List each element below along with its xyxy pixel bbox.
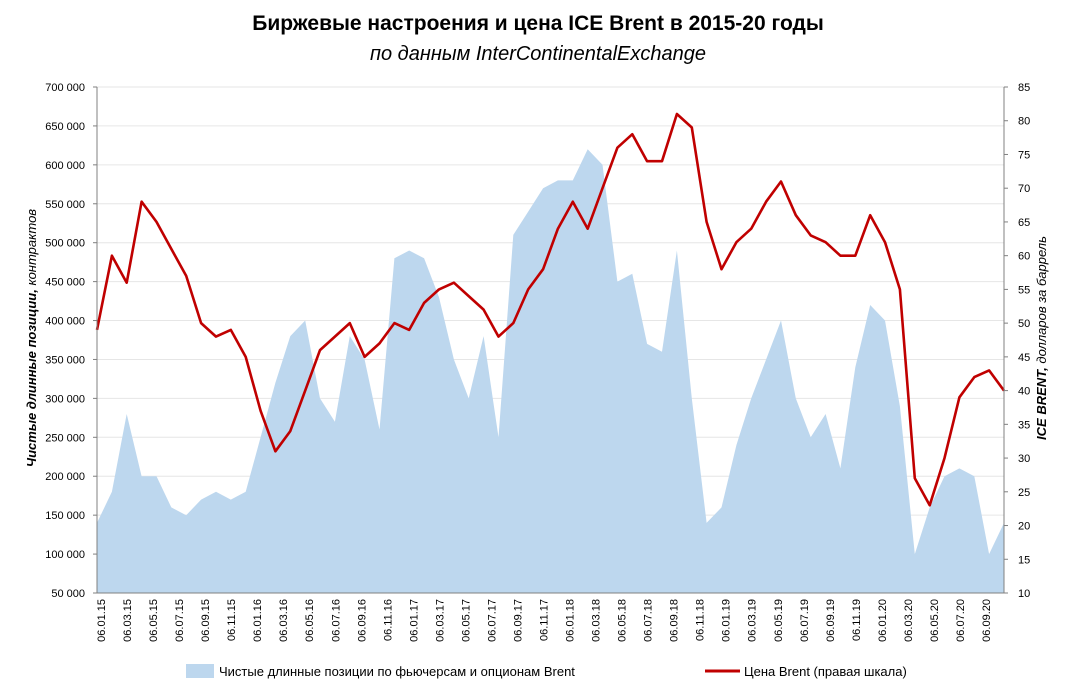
left-y-tick-label: 350 000 <box>45 354 85 366</box>
right-y-tick-label: 65 <box>1018 217 1030 229</box>
x-tick-label: 06.07.17 <box>486 599 498 642</box>
x-tick-label: 06.01.15 <box>96 599 108 642</box>
left-y-tick-label: 600 000 <box>45 160 85 172</box>
x-tick-label: 06.11.16 <box>382 599 394 641</box>
x-tick-label: 06.03.20 <box>903 599 915 642</box>
x-tick-label: 06.03.19 <box>747 599 759 642</box>
x-tick-label: 06.07.20 <box>955 599 967 642</box>
x-tick-label: 06.01.16 <box>252 599 264 642</box>
x-tick-label: 06.11.15 <box>226 599 238 641</box>
x-tick-label: 06.05.20 <box>929 599 941 642</box>
brent-price-line <box>95 112 1006 507</box>
right-y-tick-label: 10 <box>1018 588 1030 600</box>
right-y-tick-label: 20 <box>1018 521 1030 533</box>
right-y-tick-label: 70 <box>1018 183 1030 195</box>
right-y-tick-label: 35 <box>1018 419 1030 431</box>
legend: Чистые длинные позиции по фьючерсам и оп… <box>186 664 907 679</box>
legend-line-label: Цена Brent (правая шкала) <box>744 664 907 679</box>
left-axis-title-main: Чистые длинные позиции, <box>24 289 39 467</box>
left-y-tick-label: 400 000 <box>45 316 85 328</box>
right-y-tick-label: 40 <box>1018 386 1030 398</box>
x-tick-label: 06.09.17 <box>513 599 525 642</box>
x-tick-label: 06.11.17 <box>539 599 551 641</box>
left-y-tick-label: 200 000 <box>45 471 85 483</box>
right-y-tick-label: 85 <box>1018 82 1030 94</box>
right-y-tick-label: 30 <box>1018 453 1030 465</box>
x-tick-label: 06.03.16 <box>278 599 290 642</box>
right-y-tick-labels: 10 15 20 25 30 35 40 45 50 55 60 65 70 75 80 85 <box>1004 82 1030 600</box>
left-y-tick-label: 650 000 <box>45 121 85 133</box>
x-tick-label: 06.07.19 <box>799 599 811 642</box>
axes <box>96 87 1005 594</box>
x-tick-label: 06.05.15 <box>148 599 160 642</box>
chart-subtitle: по данным InterContinentalExchange <box>369 43 706 65</box>
chart-title: Биржевые настроения и цена ICE Brent в 2… <box>252 12 824 35</box>
left-y-tick-label: 50 000 <box>51 588 85 600</box>
right-y-tick-label: 25 <box>1018 487 1030 499</box>
x-tick-label: 06.05.18 <box>617 599 629 642</box>
net-long-area-series <box>97 149 1004 594</box>
left-y-tick-labels: 50 000 100 000 150 000 200 000 250 000 300 00… <box>45 82 97 600</box>
right-y-tick-label: 50 <box>1018 318 1030 330</box>
net-long-area <box>97 149 1004 594</box>
left-axis-title: Чистые длинные позиции, контрактов <box>24 209 39 467</box>
x-tick-label: 06.05.16 <box>304 599 316 642</box>
right-y-tick-label: 55 <box>1018 284 1030 296</box>
x-tick-label: 06.09.15 <box>200 599 212 642</box>
x-tick-label: 06.09.18 <box>669 599 681 642</box>
right-axis-title-main: ICE BRENT, <box>1034 367 1049 440</box>
right-axis-title-unit: долларов за баррель <box>1034 236 1049 367</box>
brent-price-line-series <box>95 112 1006 507</box>
left-y-tick-label: 100 000 <box>45 549 85 561</box>
left-axis-title-unit: контрактов <box>24 209 39 289</box>
legend-area-label: Чистые длинные позиции по фьючерсам и оп… <box>219 664 575 679</box>
left-y-tick-label: 550 000 <box>45 199 85 211</box>
x-tick-label: 06.09.16 <box>356 599 368 642</box>
x-tick-label: 06.05.19 <box>773 599 785 642</box>
right-y-tick-label: 75 <box>1018 149 1030 161</box>
x-tick-label: 06.09.20 <box>981 599 993 642</box>
x-tick-label: 06.01.20 <box>877 599 889 642</box>
x-tick-label: 06.01.18 <box>565 599 577 642</box>
x-tick-label: 06.01.19 <box>721 599 733 642</box>
left-y-tick-label: 300 000 <box>45 393 85 405</box>
x-tick-label: 06.11.18 <box>695 599 707 641</box>
x-tick-label: 06.03.18 <box>591 599 603 642</box>
right-y-tick-label: 45 <box>1018 352 1030 364</box>
left-y-tick-label: 700 000 <box>45 82 85 94</box>
x-tick-label: 06.03.15 <box>122 599 134 642</box>
x-tick-labels: 06.01.15 06.03.15 06.05.15 06.07.15 06.09.15… <box>96 599 993 642</box>
left-y-tick-label: 250 000 <box>45 432 85 444</box>
x-tick-label: 06.03.17 <box>434 599 446 642</box>
right-axis-title: ICE BRENT, долларов за баррель <box>1034 236 1049 440</box>
x-tick-label: 06.11.19 <box>851 599 863 641</box>
right-y-tick-label: 80 <box>1018 116 1030 128</box>
x-tick-label: 06.07.18 <box>643 599 655 642</box>
left-y-tick-label: 150 000 <box>45 510 85 522</box>
left-y-tick-label: 500 000 <box>45 238 85 250</box>
legend-area-swatch <box>186 664 214 678</box>
x-tick-label: 06.01.17 <box>408 599 420 642</box>
right-y-tick-label: 60 <box>1018 251 1030 263</box>
x-tick-label: 06.05.17 <box>460 599 472 642</box>
left-y-tick-label: 450 000 <box>45 277 85 289</box>
x-tick-label: 06.09.19 <box>825 599 837 642</box>
x-tick-label: 06.07.16 <box>330 599 342 642</box>
x-tick-label: 06.07.15 <box>174 599 186 642</box>
right-y-tick-label: 15 <box>1018 554 1030 566</box>
